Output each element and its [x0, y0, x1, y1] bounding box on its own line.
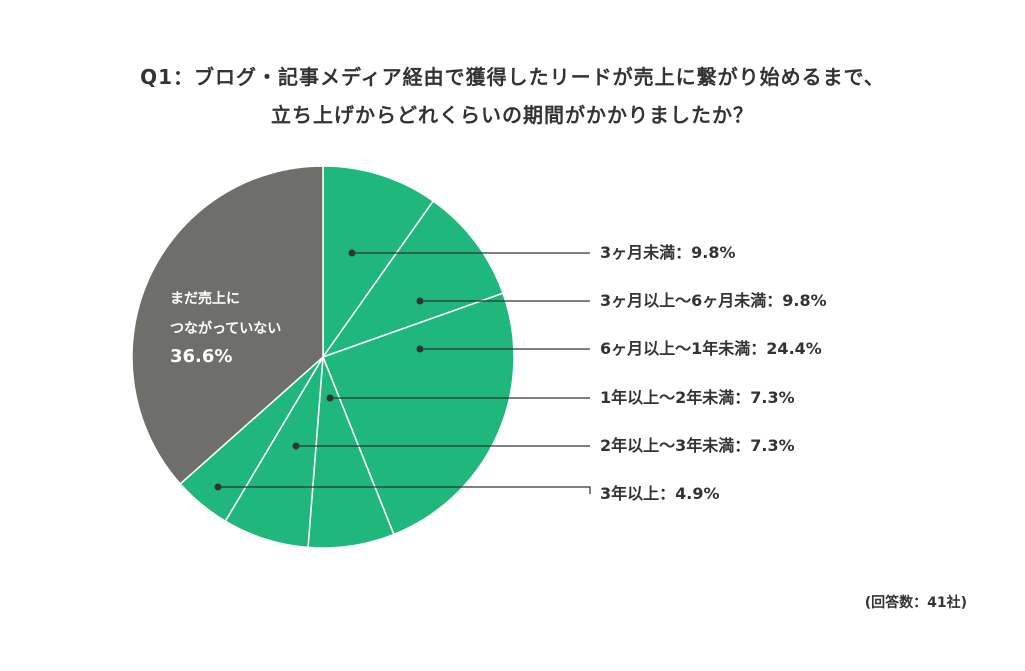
category-label: 3ヶ月以上〜6ヶ月未満 — [600, 291, 766, 310]
category-label: 3ヶ月未満 — [600, 243, 675, 262]
value-label: 9.8% — [691, 243, 735, 262]
value-label: 4.9% — [675, 484, 719, 503]
category-label: 2年以上〜3年未満 — [600, 436, 734, 455]
label-separator: ： — [766, 291, 782, 310]
slice-label: 2年以上〜3年未満：7.3% — [600, 436, 795, 455]
slice-label: まだ売上に つながっていない — [170, 291, 282, 337]
slice-label: 3ヶ月未満：9.8% — [600, 243, 736, 262]
leader-dot — [416, 297, 424, 305]
leader-dot — [292, 442, 300, 450]
pie-slice — [322, 292, 515, 536]
category-label: 3年以上 — [600, 484, 659, 503]
leader-dot — [348, 249, 356, 257]
pie-slice — [131, 165, 324, 485]
slice-label: 3年以上：4.9% — [600, 484, 720, 503]
slice-label: 3ヶ月以上〜6ヶ月未満：9.8% — [600, 291, 827, 310]
note: (回答数：41社) — [864, 595, 967, 611]
pie-slice — [321, 199, 504, 359]
label-separator: ： — [734, 436, 750, 455]
leader-dot — [326, 394, 334, 402]
value-label: 24.4% — [766, 339, 822, 358]
leader-dot — [416, 345, 424, 353]
slice-label: 6ヶ月以上〜1年未満：24.4% — [600, 339, 822, 358]
category-label: 1年以上〜2年未満 — [600, 388, 734, 407]
value-label: 9.8% — [782, 291, 826, 310]
label-separator: ： — [734, 388, 750, 407]
chart-title: Q1：ブログ・記事メディア経由で獲得したリードが売上に繋がり始めるまで、 立ち上… — [140, 65, 885, 127]
slice-value-label: 36.6% — [170, 346, 233, 367]
pie-slice — [322, 165, 435, 360]
label-separator: ： — [659, 484, 675, 503]
value-label: 7.3% — [750, 388, 794, 407]
leader-line — [218, 486, 591, 494]
slice-label: 1年以上〜2年未満：7.3% — [600, 388, 795, 407]
leader-dot — [214, 483, 222, 491]
label-separator: ： — [675, 243, 691, 262]
category-label: 6ヶ月以上〜1年未満 — [600, 339, 750, 358]
label-separator: ： — [750, 339, 766, 358]
value-label: 7.3% — [750, 436, 794, 455]
